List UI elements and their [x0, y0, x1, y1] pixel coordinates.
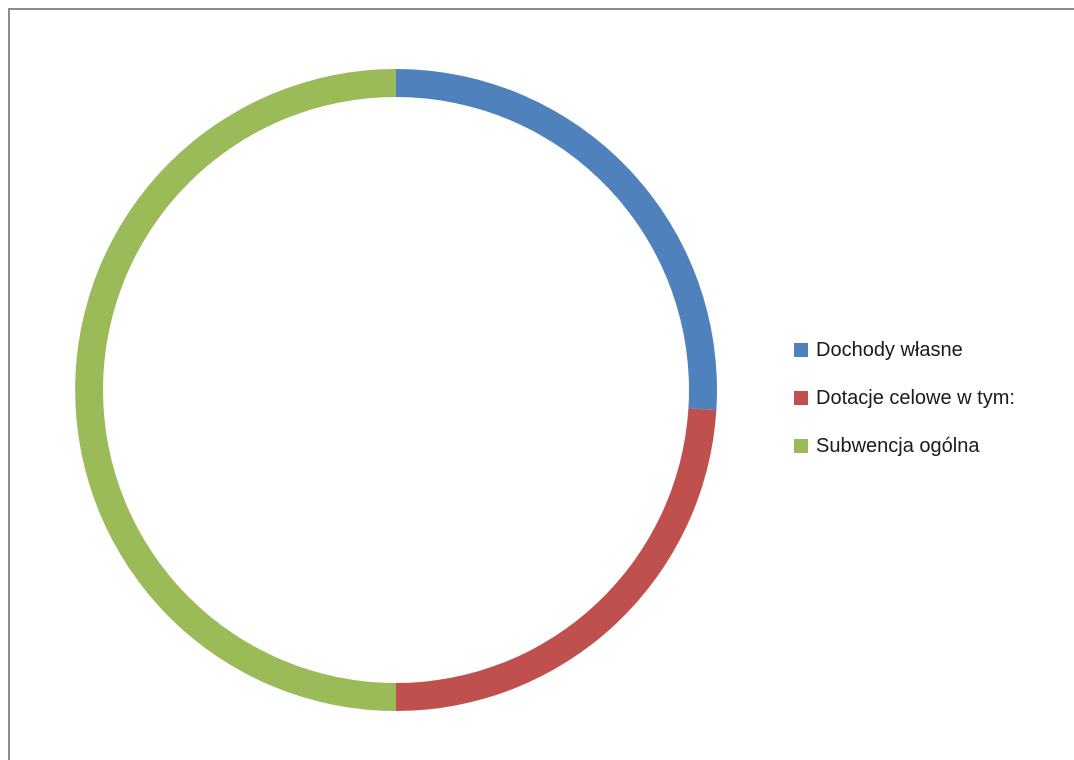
donut-segment-0 [396, 69, 717, 411]
legend-swatch [794, 343, 808, 357]
legend-item-dotacje-celowe: Dotacje celowe w tym: [794, 374, 1015, 422]
legend-item-subwencja-ogolna: Subwencja ogólna [794, 422, 1015, 470]
legend-swatch [794, 439, 808, 453]
legend: Dochody własne Dotacje celowe w tym: Sub… [794, 326, 1015, 470]
donut-segment-1 [396, 408, 717, 711]
legend-label: Dochody własne [816, 338, 963, 361]
legend-label: Subwencja ogólna [816, 434, 980, 457]
legend-item-dochody-wlasne: Dochody własne [794, 326, 1015, 374]
legend-swatch [794, 391, 808, 405]
donut-segment-2 [75, 69, 397, 711]
legend-label: Dotacje celowe w tym: [816, 386, 1015, 409]
